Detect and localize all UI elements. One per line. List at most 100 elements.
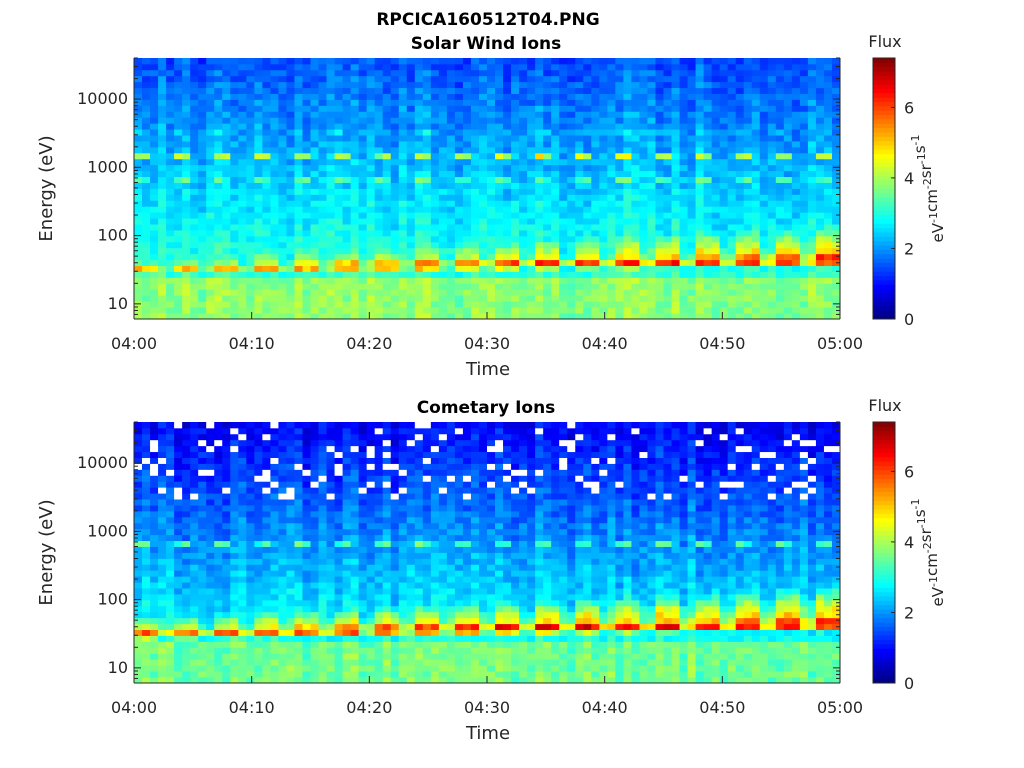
heatmap-cell <box>278 218 287 225</box>
heatmap-cell <box>350 152 360 160</box>
heatmap-cell <box>775 194 785 201</box>
heatmap-cell <box>422 99 432 106</box>
heatmap-cell <box>775 206 785 213</box>
heatmap-cell <box>430 117 440 124</box>
heatmap-cell <box>222 235 231 243</box>
heatmap-cell <box>246 653 255 660</box>
heatmap-cell <box>511 69 520 77</box>
heatmap-cell <box>390 75 400 83</box>
heatmap-cell <box>567 111 576 118</box>
heatmap-cell <box>366 188 376 195</box>
heatmap-cell <box>278 505 287 512</box>
heatmap-cell <box>727 277 737 284</box>
heatmap-cell <box>607 241 616 249</box>
heatmap-cell <box>238 445 247 453</box>
heatmap-cell <box>647 194 656 201</box>
heatmap-cell <box>671 218 680 225</box>
heatmap-cell <box>695 235 705 243</box>
heatmap-cell <box>703 289 713 296</box>
heatmap-cell <box>294 99 303 106</box>
heatmap-cell <box>719 170 729 178</box>
heatmap-cell <box>823 230 833 237</box>
heatmap-cell <box>358 194 368 201</box>
heatmap-cell <box>551 63 560 71</box>
heatmap-cell <box>190 505 199 512</box>
panel-title: Solar Wind Ions <box>411 34 562 54</box>
heatmap-cell <box>278 516 287 524</box>
heatmap-cell <box>647 188 656 195</box>
heatmap-cell <box>222 241 231 249</box>
heatmap-cell <box>735 152 745 160</box>
heatmap-cell <box>430 69 440 77</box>
heatmap-cell <box>334 135 343 142</box>
heatmap-cell <box>342 212 352 219</box>
heatmap-cell <box>190 265 199 272</box>
heatmap-cell <box>278 487 287 494</box>
heatmap-cell <box>150 224 159 231</box>
heatmap-cell <box>390 63 400 71</box>
heatmap-cell <box>735 218 745 225</box>
heatmap-cell <box>783 123 793 130</box>
heatmap-cell <box>198 194 207 201</box>
heatmap-cell <box>398 235 408 243</box>
heatmap-cell <box>551 135 560 142</box>
heatmap-cell <box>334 99 343 106</box>
heatmap-cell <box>799 265 809 272</box>
heatmap-cell <box>366 289 376 296</box>
heatmap-cell <box>374 218 384 225</box>
heatmap-cell <box>270 129 279 136</box>
heatmap-cell <box>615 176 624 183</box>
heatmap-cell <box>751 99 761 106</box>
heatmap-cell <box>270 63 279 71</box>
heatmap-cell <box>519 111 528 118</box>
heatmap-cell <box>190 69 199 77</box>
heatmap-cell <box>583 111 592 118</box>
heatmap-cell <box>567 63 576 71</box>
heatmap-cell <box>190 152 199 160</box>
heatmap-cell <box>687 218 696 225</box>
heatmap-cell <box>775 69 785 77</box>
heatmap-cell <box>575 117 584 124</box>
heatmap-cell <box>174 93 183 100</box>
heatmap-cell <box>270 516 279 524</box>
heatmap-cell <box>599 212 608 219</box>
heatmap-cell <box>607 58 616 65</box>
heatmap-cell <box>575 158 584 166</box>
heatmap-cell <box>294 224 303 231</box>
heatmap-cell <box>623 259 632 267</box>
heatmap-cell <box>807 277 817 284</box>
heatmap-cell <box>519 123 528 130</box>
heatmap-cell <box>551 164 560 172</box>
heatmap-cell <box>671 182 680 189</box>
heatmap-cell <box>246 307 255 314</box>
heatmap-cell <box>366 307 376 314</box>
heatmap-cell <box>302 81 311 89</box>
heatmap-cell <box>190 552 199 559</box>
heatmap-cell <box>254 457 263 464</box>
heatmap-cell <box>695 158 705 166</box>
heatmap-cell <box>414 58 424 65</box>
heatmap-cell <box>487 111 496 118</box>
heatmap-cell <box>615 111 624 118</box>
heatmap-cell <box>446 93 456 100</box>
heatmap-cell <box>382 212 392 219</box>
heatmap-cell <box>350 313 360 320</box>
heatmap-cell <box>655 105 664 112</box>
heatmap-cell <box>535 253 544 261</box>
heatmap-cell <box>430 170 440 178</box>
heatmap-cell <box>390 301 400 308</box>
heatmap-cell <box>759 93 769 100</box>
heatmap-cell <box>719 152 729 160</box>
heatmap-cell <box>134 422 143 429</box>
heatmap-cell <box>567 307 576 314</box>
heatmap-cell <box>823 212 833 219</box>
heatmap-cell <box>142 469 151 476</box>
heatmap-cell <box>270 206 279 213</box>
heatmap-cell <box>254 253 263 261</box>
heatmap-cell <box>166 528 175 536</box>
heatmap-cell <box>735 253 745 261</box>
heatmap-cell <box>246 200 255 207</box>
heatmap-cell <box>270 677 279 684</box>
heatmap-cell <box>671 259 680 267</box>
heatmap-cell <box>535 247 544 255</box>
